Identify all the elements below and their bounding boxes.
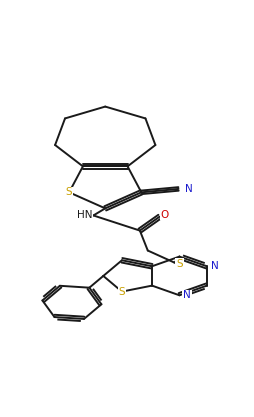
Text: N: N <box>184 184 192 194</box>
Text: S: S <box>66 187 72 197</box>
Text: O: O <box>160 210 168 220</box>
Text: S: S <box>118 286 125 296</box>
Text: N: N <box>210 261 217 271</box>
Text: N: N <box>182 290 190 300</box>
Text: HN: HN <box>76 211 92 221</box>
Text: S: S <box>176 259 182 269</box>
